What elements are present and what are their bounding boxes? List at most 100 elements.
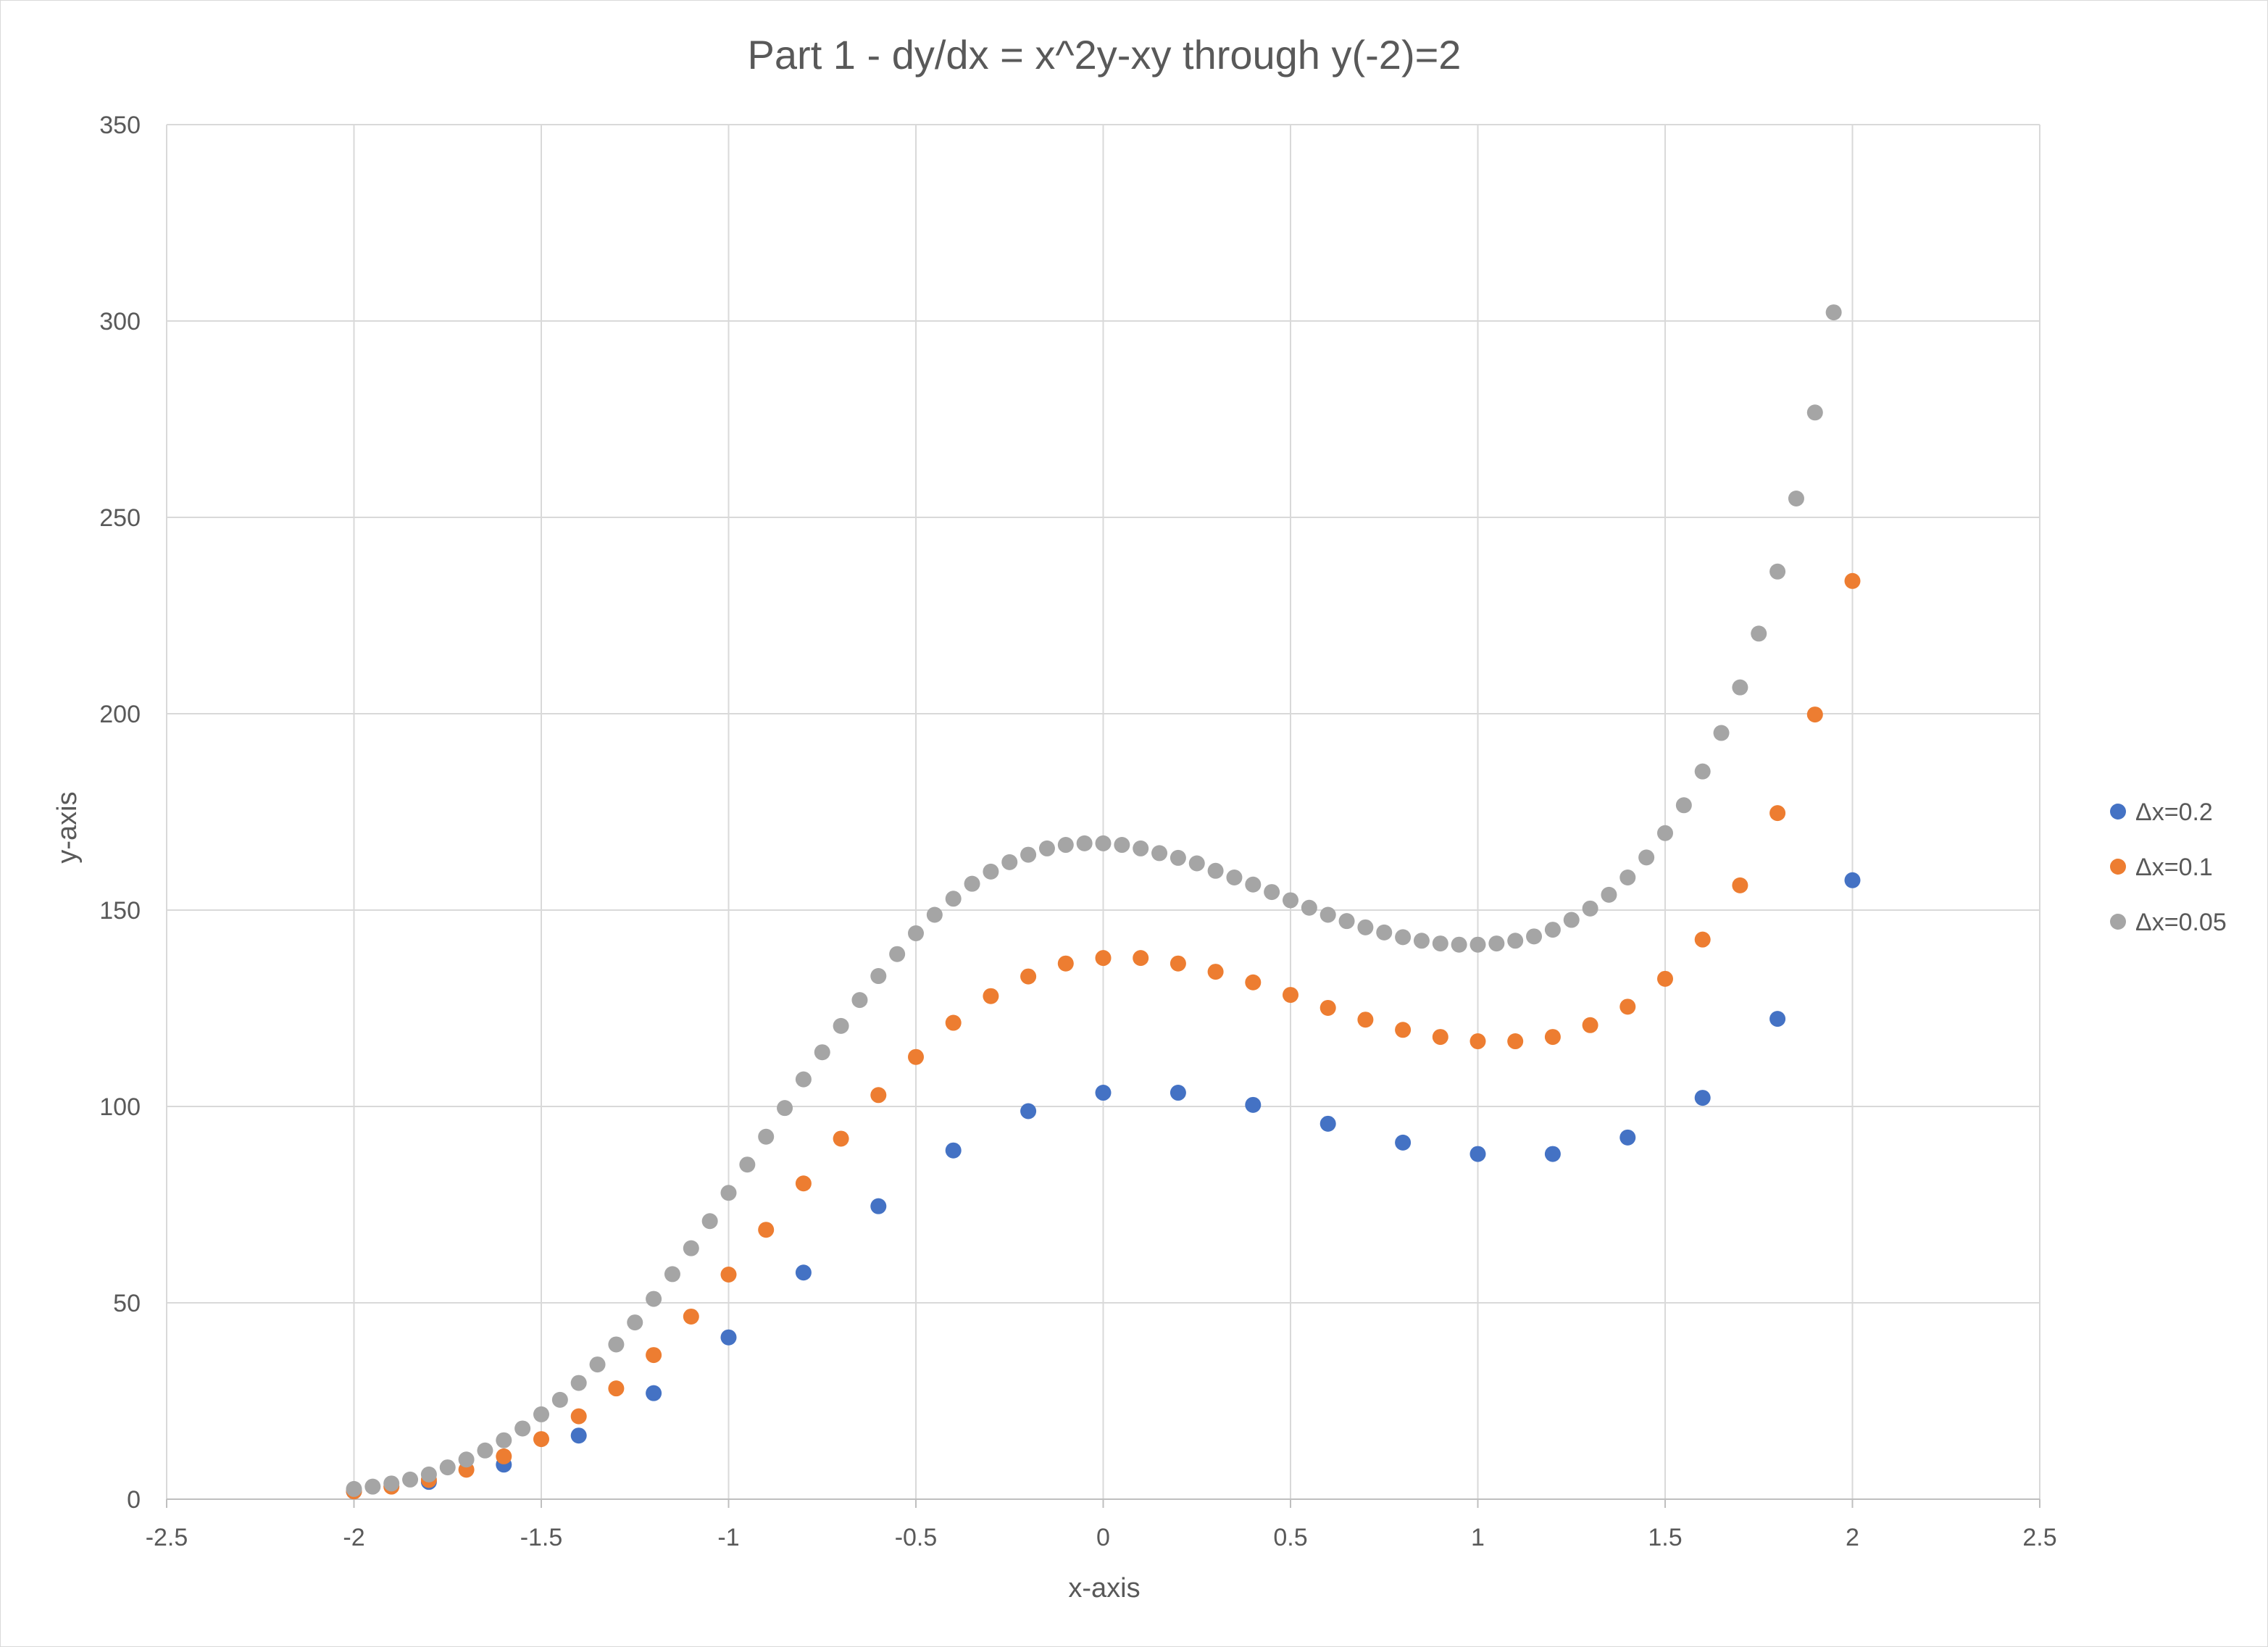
data-point [1376, 924, 1393, 941]
y-tick-label: 250 [99, 504, 141, 532]
legend: Δx=0.2 Δx=0.1 Δx=0.05 [2110, 799, 2227, 936]
x-tick-label: 1.5 [1648, 1524, 1682, 1551]
data-point [758, 1128, 775, 1145]
data-point [1076, 835, 1093, 851]
data-point [1582, 900, 1598, 917]
axes: -2.5 -2 -1.5 -1 -0.5 0 0.5 1 1.5 2 2.5 0 50 100 150 200… [99, 112, 2056, 1551]
legend-marker [2110, 914, 2126, 930]
data-point [701, 1213, 718, 1230]
x-tick-label: 0.5 [1273, 1524, 1307, 1551]
x-tick-label: 0 [1096, 1524, 1110, 1551]
data-point [908, 1048, 924, 1065]
data-point [1713, 725, 1730, 741]
data-point [1432, 935, 1448, 952]
data-point [1283, 892, 1298, 909]
gridlines [166, 124, 2040, 1499]
data-point [402, 1471, 419, 1488]
data-point [1769, 1011, 1786, 1027]
data-point [851, 992, 868, 1009]
data-point [1395, 1022, 1412, 1038]
data-point [608, 1380, 625, 1397]
x-tick-label: 2 [1846, 1524, 1859, 1551]
data-point [833, 1130, 849, 1147]
data-point [646, 1291, 662, 1307]
data-point [1170, 849, 1186, 866]
data-point [983, 988, 999, 1004]
data-point [570, 1427, 587, 1444]
data-point [795, 1264, 812, 1281]
data-point [589, 1356, 606, 1373]
data-point [926, 906, 943, 923]
data-point [1020, 968, 1037, 985]
data-point [1751, 625, 1767, 642]
data-point [1601, 886, 1617, 903]
data-point [1395, 1134, 1412, 1151]
data-point [1432, 1029, 1448, 1046]
x-tick-label: -2.5 [146, 1524, 188, 1551]
data-point [1507, 1033, 1524, 1050]
data-point [683, 1308, 699, 1325]
data-point [889, 946, 906, 962]
data-points [346, 304, 1861, 1500]
data-point [1788, 490, 1804, 506]
data-point [496, 1448, 512, 1464]
data-point [1675, 797, 1692, 814]
data-point [1114, 837, 1130, 854]
data-point [570, 1408, 587, 1425]
data-point [383, 1475, 400, 1492]
data-point [420, 1466, 437, 1483]
data-point [1488, 935, 1505, 952]
data-point [1844, 572, 1861, 589]
data-point [1544, 1146, 1561, 1162]
data-point [1395, 929, 1412, 946]
data-point [814, 1044, 830, 1061]
data-point [1095, 950, 1112, 967]
data-point [1283, 987, 1298, 1004]
data-point [1245, 974, 1262, 991]
data-point [964, 875, 980, 892]
data-point [646, 1347, 662, 1364]
x-tick-label: -1 [717, 1524, 739, 1551]
data-point [1057, 837, 1074, 854]
data-point [1526, 928, 1543, 945]
data-point [1245, 876, 1262, 893]
data-point [1469, 936, 1486, 953]
data-point [1133, 950, 1149, 967]
data-point [496, 1432, 512, 1448]
data-point [1095, 1085, 1112, 1101]
data-point [664, 1266, 680, 1283]
data-point [795, 1071, 812, 1088]
data-point [1657, 970, 1673, 987]
data-point [1844, 872, 1861, 888]
data-point [1264, 884, 1280, 901]
y-axis-label: y-axis [52, 791, 83, 863]
data-point [1563, 912, 1580, 928]
data-point [533, 1431, 549, 1448]
legend-marker [2110, 859, 2126, 875]
y-tick-label: 100 [99, 1093, 141, 1121]
data-point [1732, 679, 1748, 696]
data-point [870, 968, 887, 985]
data-point [1544, 1029, 1561, 1046]
x-tick-label: -0.5 [895, 1524, 938, 1551]
data-point [1582, 1017, 1598, 1033]
data-point [739, 1156, 756, 1173]
data-point [1619, 1129, 1636, 1146]
data-point [533, 1406, 549, 1422]
data-point [346, 1480, 362, 1497]
y-tick-label: 300 [99, 308, 141, 335]
data-point [1226, 870, 1243, 886]
chart-title: Part 1 - dy/dx = x^2y-xy through y(-2)=2 [748, 32, 1462, 78]
data-point [795, 1175, 812, 1192]
y-tick-label: 150 [99, 897, 141, 925]
data-point [364, 1478, 381, 1495]
data-point [1469, 1033, 1486, 1050]
data-point [1806, 706, 1823, 723]
y-tick-label: 350 [99, 112, 141, 139]
data-point [1357, 919, 1374, 935]
data-point [720, 1266, 737, 1283]
data-point [870, 1087, 887, 1104]
data-point [1694, 763, 1711, 780]
